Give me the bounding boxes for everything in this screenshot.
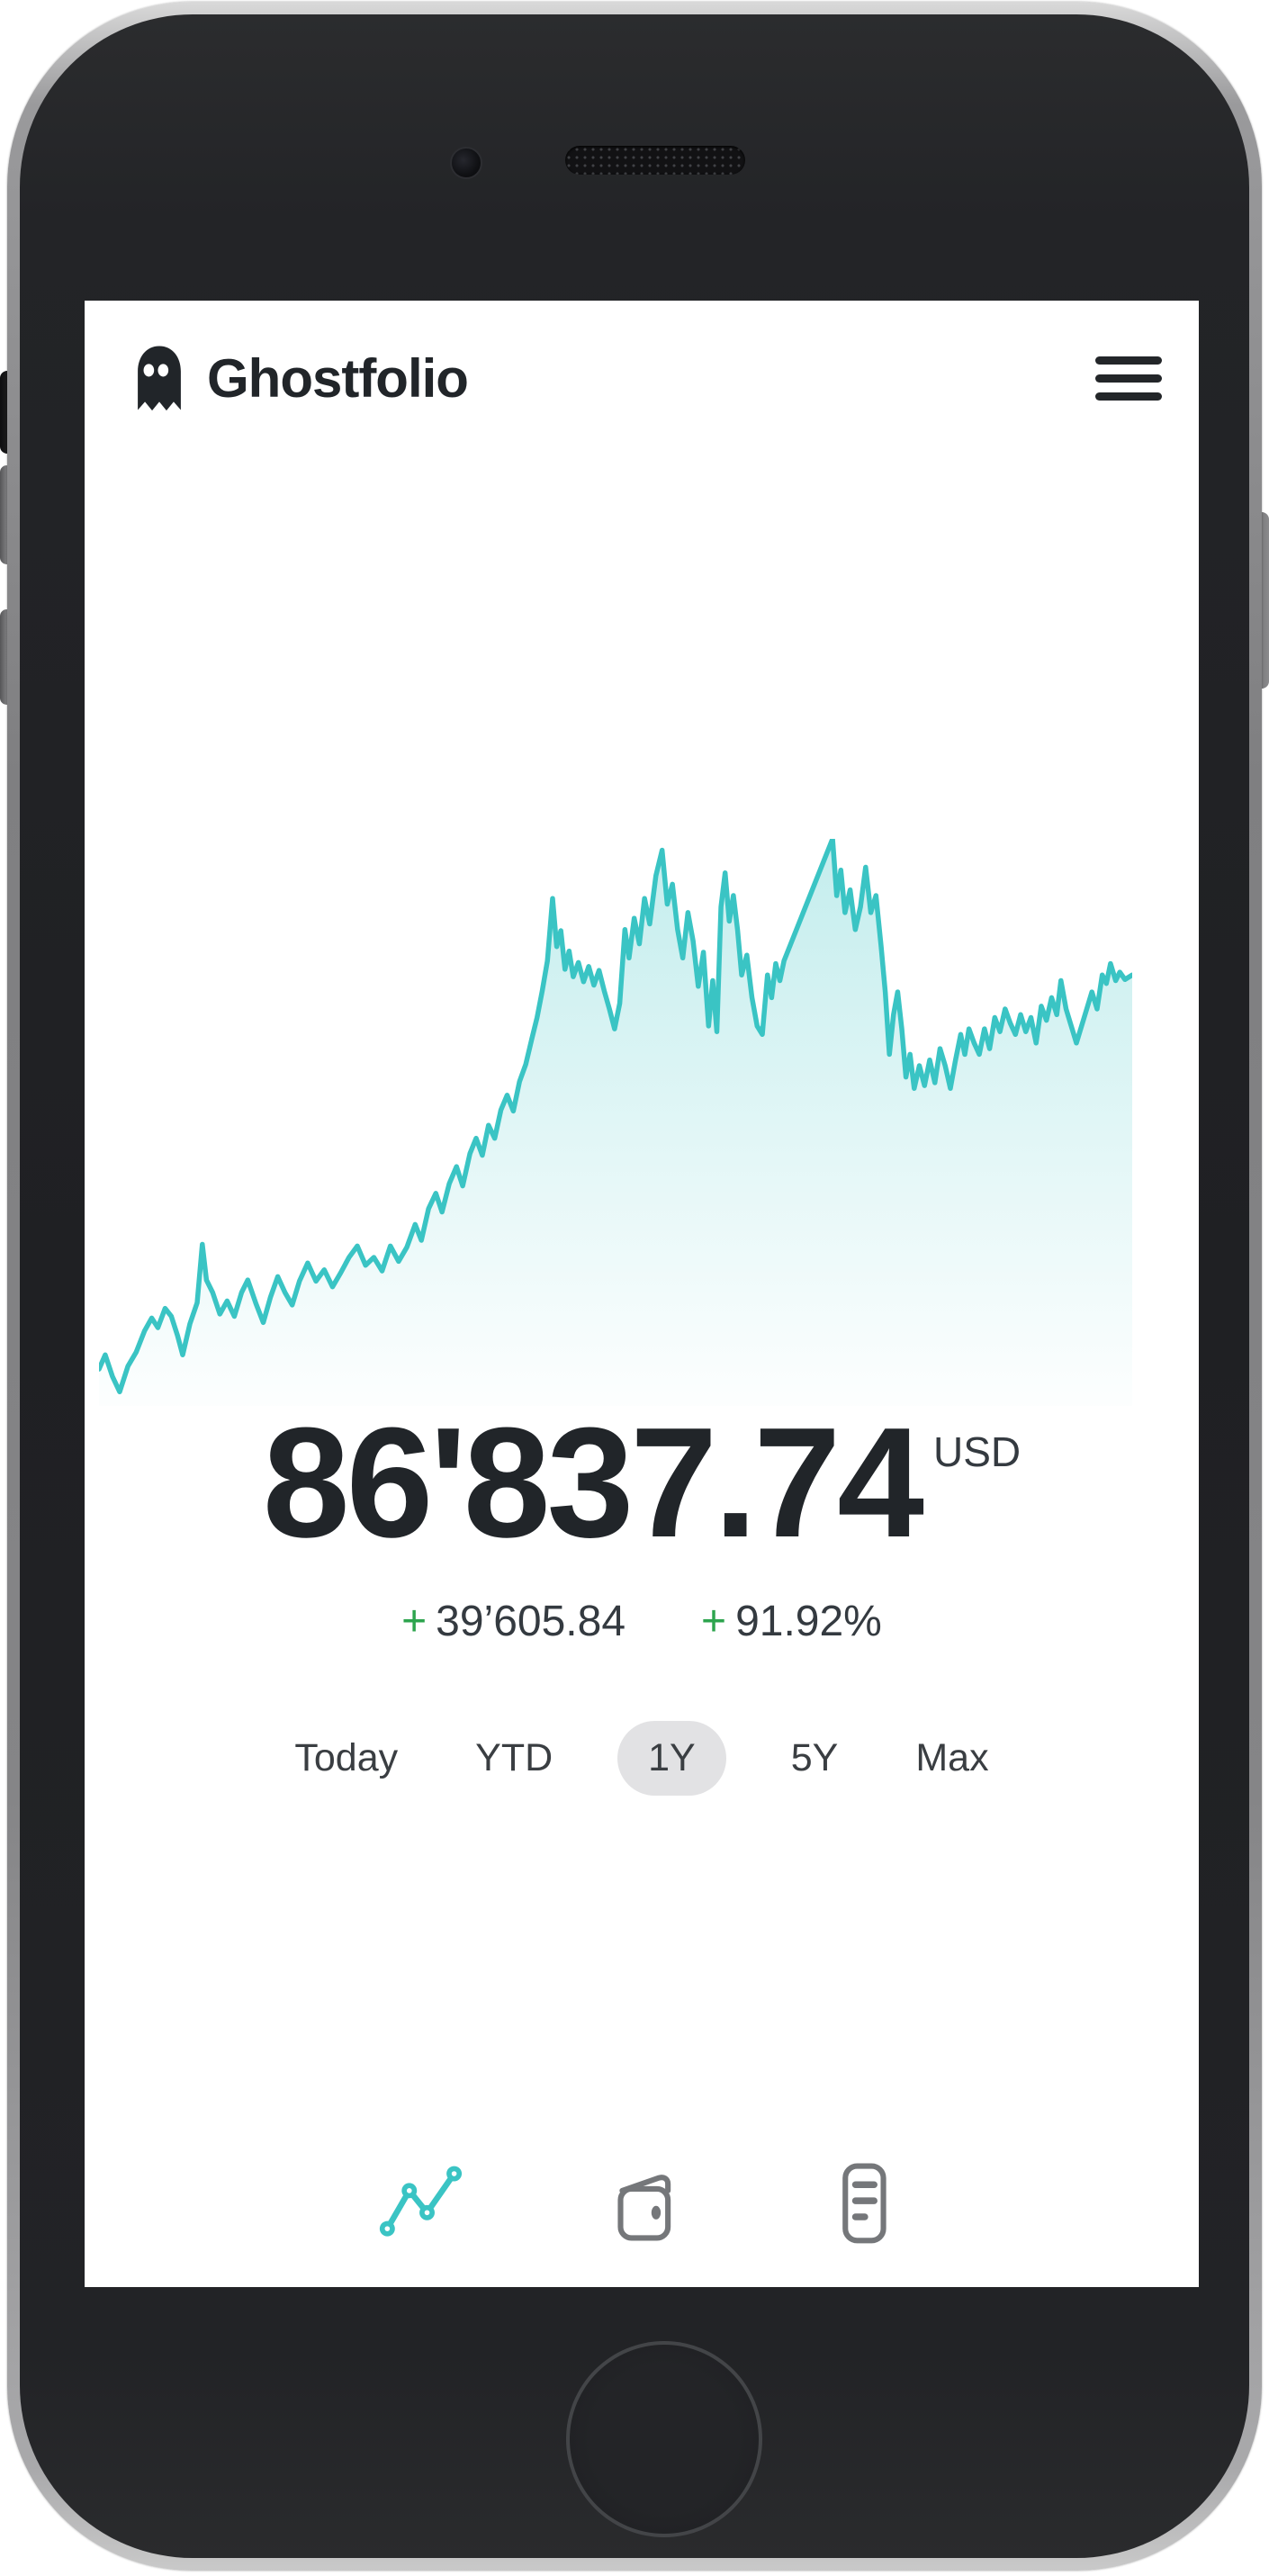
app-logo[interactable]: Ghostfolio (131, 344, 469, 412)
change-percent: + 91.92% (701, 1597, 882, 1646)
app-title: Ghostfolio (207, 347, 469, 409)
home-button[interactable] (566, 2341, 762, 2537)
plus-sign-icon: + (701, 1598, 727, 1645)
period-selector: Today YTD 1Y 5Y Max (85, 1721, 1199, 1796)
period-button-max[interactable]: Max (903, 1723, 1001, 1794)
portfolio-total-value: 86'837.74 (262, 1394, 924, 1570)
front-camera (450, 147, 482, 179)
period-button-today[interactable]: Today (282, 1723, 410, 1794)
bottom-navigation (85, 2160, 1199, 2245)
ghost-icon (138, 346, 181, 411)
app-screen: Ghostfolio 86'837.74 USD (85, 301, 1199, 2287)
change-absolute: + 39’605.84 (401, 1597, 626, 1646)
earpiece-speaker (565, 146, 745, 175)
analytics-chart-icon (379, 2166, 463, 2237)
change-row: + 39’605.84 + 91.92% (85, 1597, 1199, 1646)
nav-tab-accounts[interactable] (599, 2160, 684, 2245)
phone-bezel: Ghostfolio 86'837.74 USD (20, 14, 1249, 2558)
reader-list-icon (842, 2163, 886, 2244)
period-button-1y[interactable]: 1Y (617, 1721, 726, 1796)
phone-frame: Ghostfolio 86'837.74 USD (7, 2, 1262, 2571)
nav-tab-overview[interactable] (378, 2160, 463, 2245)
wallet-icon (617, 2175, 671, 2241)
hamburger-menu-icon[interactable] (1085, 340, 1172, 416)
currency-label: USD (933, 1428, 1022, 1475)
app-header: Ghostfolio (85, 340, 1199, 416)
plus-sign-icon: + (401, 1598, 428, 1645)
nav-tab-transactions[interactable] (821, 2160, 905, 2245)
portfolio-value-block: 86'837.74 USD (85, 1394, 1199, 1570)
period-button-ytd[interactable]: YTD (463, 1723, 565, 1794)
period-button-5y[interactable]: 5Y (778, 1723, 851, 1794)
performance-chart[interactable] (99, 839, 1132, 1406)
change-absolute-value: 39’605.84 (436, 1598, 626, 1645)
change-percent-value: 91.92% (735, 1598, 882, 1645)
